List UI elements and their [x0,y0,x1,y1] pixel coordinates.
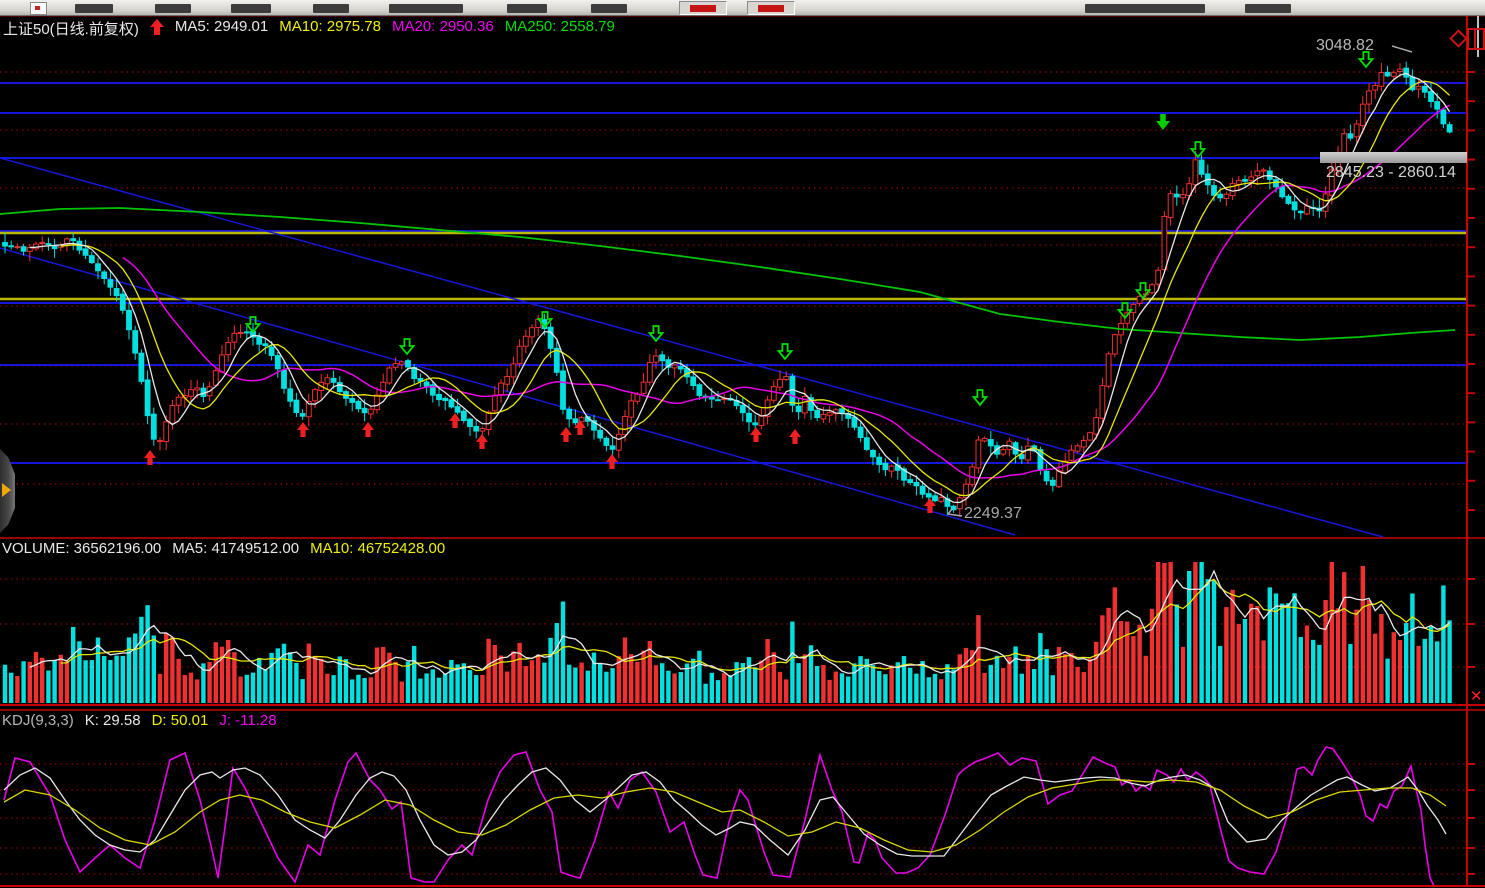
kdj-params: KDJ(9,3,3) [2,712,74,729]
menu-item[interactable] [591,4,627,13]
trade-button[interactable] [747,1,795,15]
volume-ma5-value: MA5: 41749512.00 [172,540,300,557]
peak-price-label: 3048.82 [1316,37,1374,54]
menu-item[interactable] [1245,4,1291,13]
main-chart-header: 上证50(日线.前复权) MA5: 2949.01 MA10: 2975.78 … [3,18,615,39]
kdj-header: KDJ(9,3,3) K: 29.58 D: 50.01 J: -11.28 [2,712,277,729]
volume-ma10-value: MA10: 46752428.00 [310,540,446,557]
app-logo-icon [30,2,47,15]
menu-item[interactable] [389,4,463,13]
symbol-title: 上证50(日线.前复权) [3,21,139,38]
low-price-label: 2249.37 [964,505,1022,522]
kdj-d-value: D: 50.01 [151,712,209,729]
kdj-k-value: K: 29.58 [84,712,141,729]
menu-item[interactable] [75,4,113,13]
split-window-icon[interactable] [1467,28,1485,50]
order-button[interactable] [679,1,727,15]
ma250-value: MA250: 2558.79 [504,18,615,35]
menu-bar[interactable] [0,0,1485,16]
expand-arrow-icon[interactable] [2,483,11,497]
up-arrow-icon [149,19,164,39]
menu-item[interactable] [313,4,349,13]
kdj-j-value: J: -11.28 [219,712,277,729]
menu-item[interactable] [231,4,271,13]
price-range-bar[interactable] [1320,152,1467,163]
menu-item[interactable] [507,4,547,13]
ma10-value: MA10: 2975.78 [279,18,381,35]
volume-header: VOLUME: 36562196.00 MA5: 41749512.00 MA1… [2,540,445,557]
menu-item[interactable] [155,4,191,13]
price-range-label: 2845.23 - 2860.14 [1326,164,1456,181]
volume-value: VOLUME: 36562196.00 [2,540,162,557]
menu-item[interactable] [1085,4,1205,13]
close-indicator-icon[interactable]: ✕ [1470,688,1483,705]
ma20-value: MA20: 2950.36 [392,18,494,35]
ma5-value: MA5: 2949.01 [174,18,269,35]
